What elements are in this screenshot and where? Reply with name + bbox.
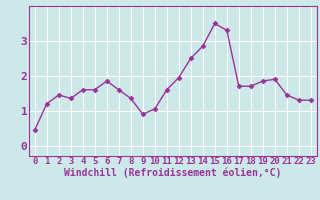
X-axis label: Windchill (Refroidissement éolien,°C): Windchill (Refroidissement éolien,°C) — [64, 168, 282, 178]
